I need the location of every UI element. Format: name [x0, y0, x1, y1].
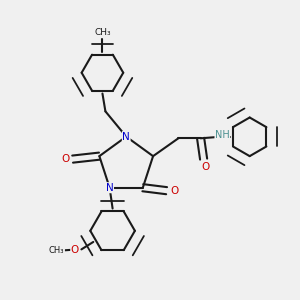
Text: NH: NH	[215, 130, 230, 140]
Text: N: N	[106, 183, 113, 193]
Text: O: O	[71, 245, 79, 255]
Text: O: O	[170, 186, 178, 196]
Text: O: O	[201, 161, 209, 172]
Text: N: N	[122, 132, 130, 142]
Text: CH₃: CH₃	[94, 28, 111, 37]
Text: CH₃: CH₃	[49, 246, 64, 255]
Text: O: O	[61, 154, 69, 164]
